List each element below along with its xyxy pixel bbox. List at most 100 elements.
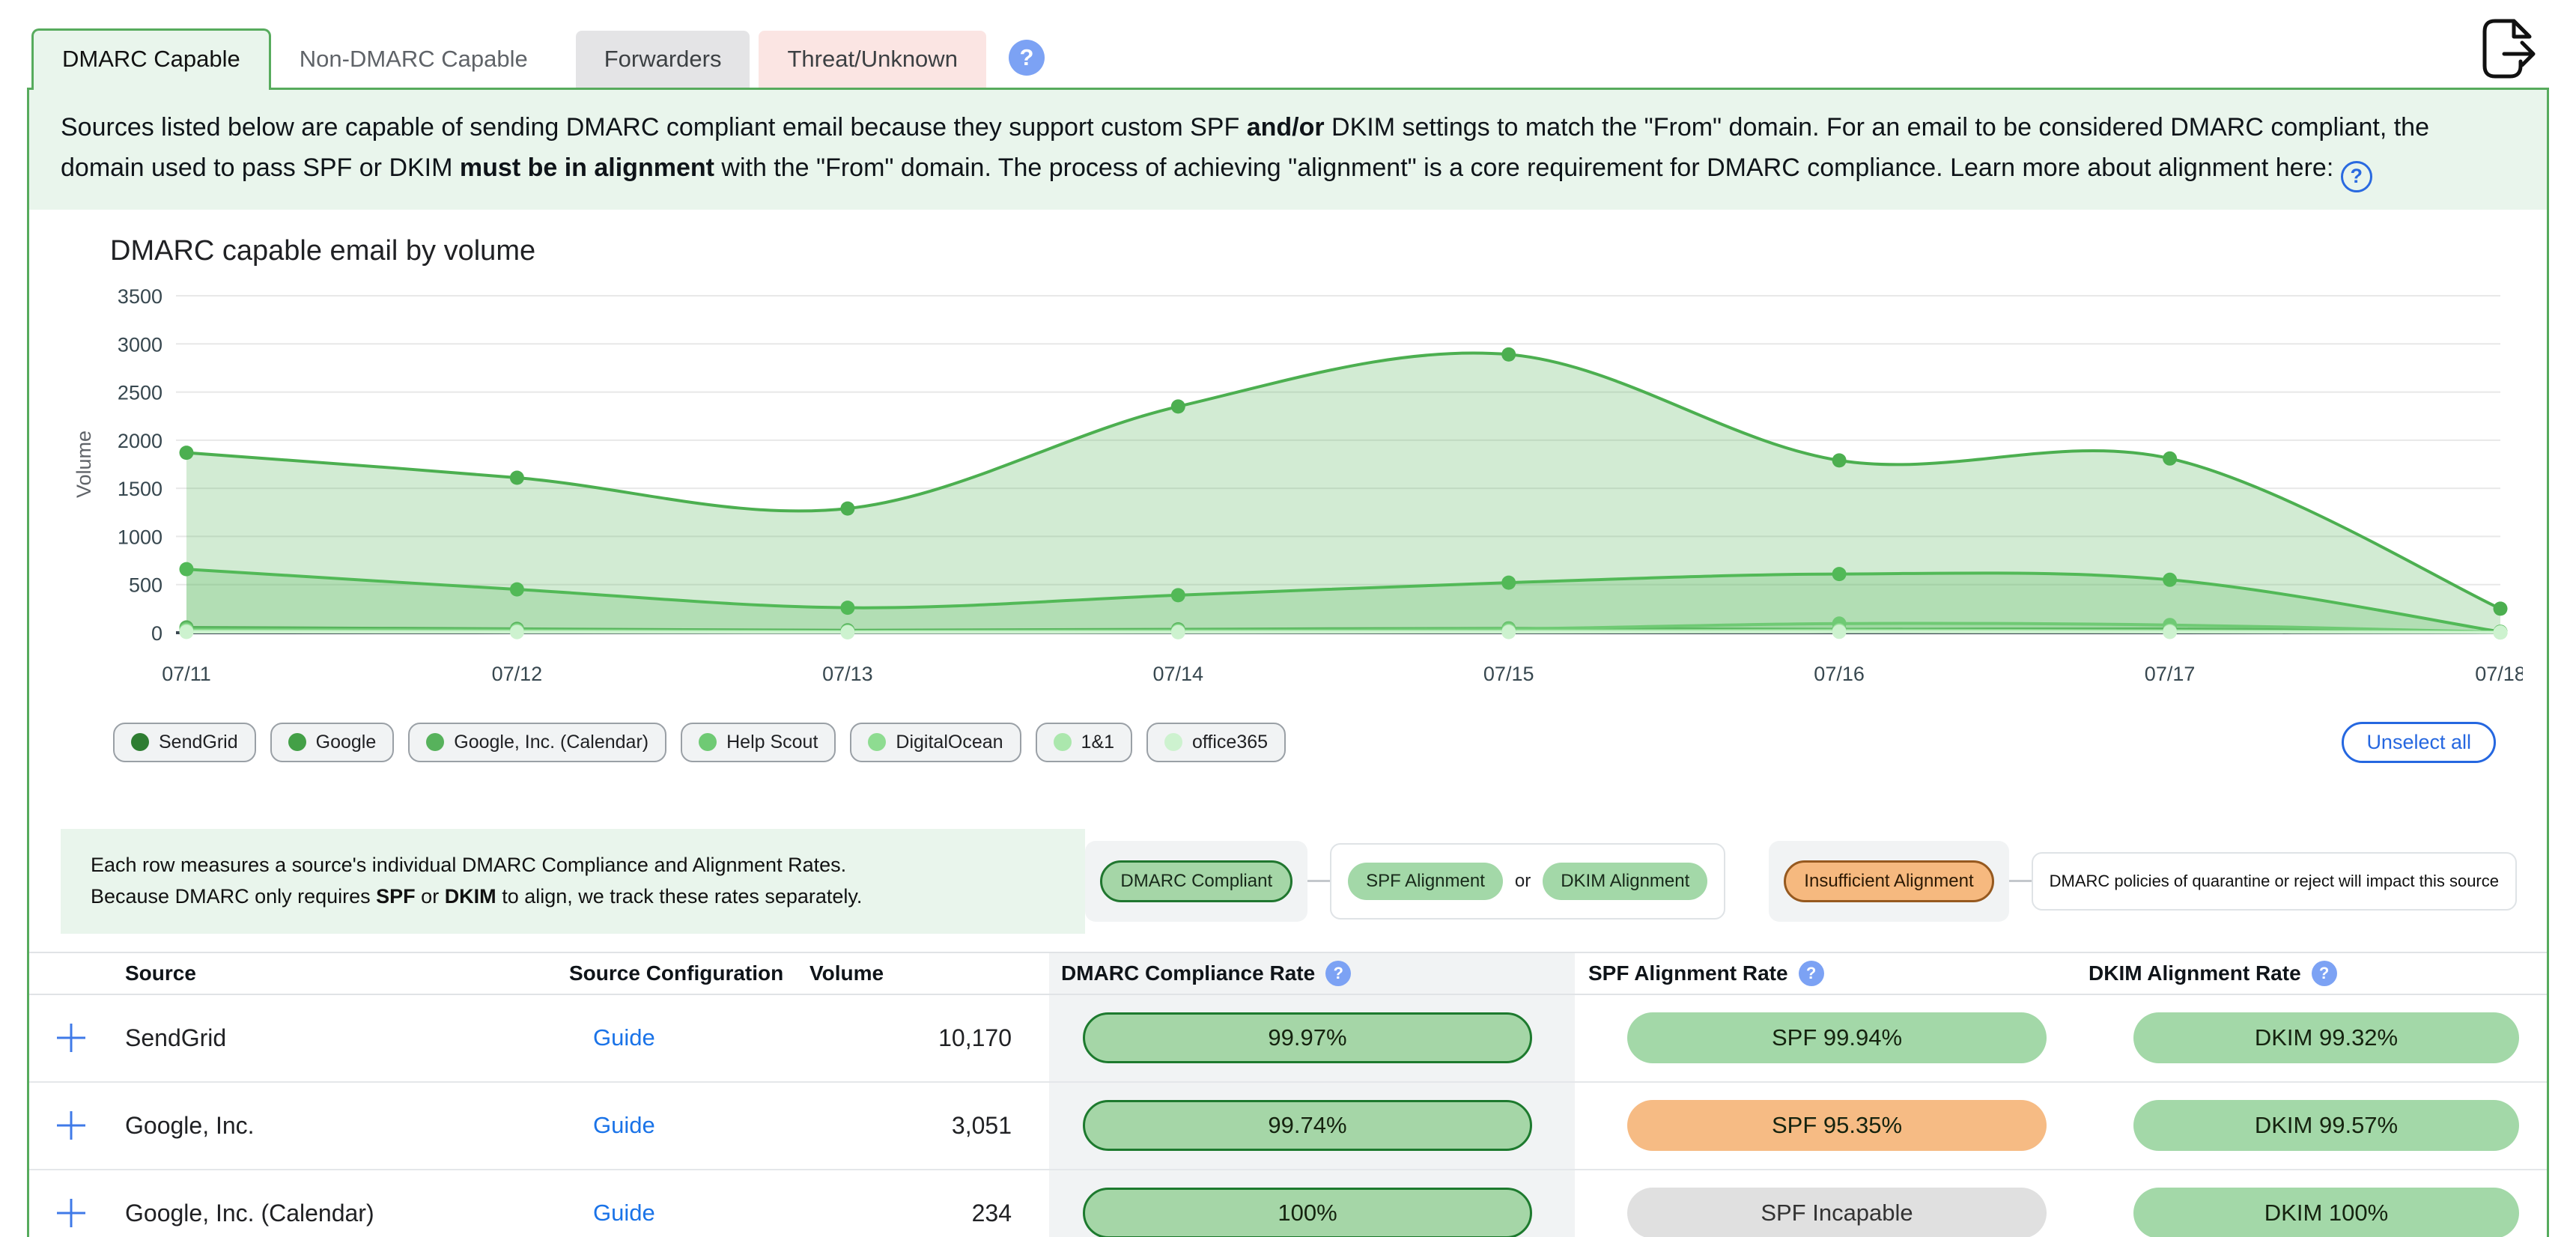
svg-text:2500: 2500 [118, 382, 162, 404]
help-icon[interactable]: ? [1325, 960, 1352, 986]
spf-alignment-cell: SPF 99.94% [1575, 995, 2075, 1081]
export-icon [2479, 19, 2537, 85]
expand-row-button[interactable] [29, 1170, 113, 1237]
dkim-alignment-pill: DKIM Alignment [1543, 862, 1708, 900]
unselect-all-button[interactable]: Unselect all [2342, 721, 2496, 763]
dmarc-compliant-pill: DMARC Compliant [1100, 860, 1293, 902]
tab-dmarc-capable[interactable]: DMARC Capable [31, 28, 271, 90]
header-spf-alignment-rate: SPF Alignment Rate ? [1575, 953, 2075, 994]
tab-bar: DMARC Capable Non-DMARC Capable Forwarde… [0, 0, 2576, 90]
header-expander [29, 953, 113, 994]
expand-row-button[interactable] [29, 1083, 113, 1169]
series-color-dot [131, 733, 149, 752]
tab-threat-unknown[interactable]: Threat/Unknown [759, 31, 986, 88]
svg-text:07/15: 07/15 [1483, 663, 1534, 685]
legend-chip[interactable]: 1&1 [1035, 722, 1133, 762]
legend-chips: SendGrid Google Google, Inc. (Calendar) Hel… [113, 722, 1287, 762]
expand-row-button[interactable] [29, 995, 113, 1081]
series-color-dot [1164, 733, 1183, 752]
svg-text:07/13: 07/13 [822, 663, 873, 685]
legend-chip[interactable]: Help Scout [681, 722, 836, 762]
source-configuration-cell: Guide [559, 995, 798, 1081]
legend-chip[interactable]: DigitalOcean [850, 722, 1021, 762]
dmarc-compliance-pill: 100% [1083, 1188, 1532, 1237]
table-row: SendGrid Guide 10,170 99.97% SPF 99.94% DKIM … [29, 994, 2547, 1083]
dmarc-compliance-pill: 99.97% [1083, 1012, 1532, 1064]
source-name: Google, Inc. (Calendar) [125, 1199, 374, 1227]
legend-chip-label: DigitalOcean [896, 731, 1003, 753]
insufficient-alignment-pill: Insufficient Alignment [1784, 860, 1994, 902]
legend-chip[interactable]: SendGrid [113, 722, 256, 762]
volume-chart-card: DMARC capable email by volume 0 500 1000 15… [29, 210, 2547, 763]
svg-text:2000: 2000 [118, 430, 162, 452]
header-label: DKIM Alignment Rate [2089, 961, 2301, 985]
svg-text:500: 500 [129, 574, 162, 597]
help-icon[interactable]: ? [1008, 40, 1045, 76]
legend-chip[interactable]: office365 [1146, 722, 1287, 762]
help-icon[interactable]: ? [2311, 960, 2337, 986]
note-line-1: Each row measures a source's individual … [91, 853, 847, 876]
legend-chip-label: SendGrid [159, 731, 238, 753]
svg-text:07/14: 07/14 [1153, 663, 1204, 685]
svg-text:07/18: 07/18 [2475, 663, 2523, 685]
table-row: Google, Inc. Guide 3,051 99.74% SPF 95.35% DK… [29, 1082, 2547, 1170]
spf-alignment-cell: SPF 95.35% [1575, 1083, 2075, 1169]
legend-chip-label: 1&1 [1081, 731, 1115, 753]
export-button[interactable] [2479, 16, 2537, 86]
spf-alignment-pill: SPF 95.35% [1627, 1100, 2047, 1152]
source-configuration-cell: Guide [559, 1083, 798, 1169]
header-source-configuration: Source Configuration [569, 961, 784, 985]
plus-icon [57, 1024, 85, 1053]
dkim-alignment-pill: DKIM 99.57% [2133, 1100, 2519, 1152]
legend-chip[interactable]: Google [270, 722, 395, 762]
header-volume: Volume [809, 961, 884, 985]
guide-link[interactable]: Guide [593, 1200, 655, 1227]
legend-chip-label: Google [315, 731, 377, 753]
volume-value: 234 [971, 1199, 1012, 1227]
alignment-help-icon[interactable]: ? [2340, 160, 2372, 192]
svg-text:1000: 1000 [118, 526, 162, 548]
chart-title: DMARC capable email by volume [110, 234, 536, 267]
intro-banner: Sources listed below are capable of send… [29, 90, 2547, 210]
spf-alignment-pill: SPF Incapable [1627, 1188, 2047, 1237]
tab-non-dmarc-capable[interactable]: Non-DMARC Capable [299, 46, 528, 72]
plus-icon [57, 1199, 85, 1228]
header-source: Source [125, 961, 196, 985]
help-icon[interactable]: ? [1798, 960, 1824, 986]
connector-line [2008, 880, 2032, 883]
svg-text:07/17: 07/17 [2145, 663, 2196, 685]
dkim-alignment-cell: DKIM 99.32% [2075, 995, 2547, 1081]
dmarc-compliance-cell: 99.97% [1049, 994, 1575, 1081]
plus-icon [57, 1111, 85, 1140]
svg-text:07/12: 07/12 [492, 663, 543, 685]
tab-forwarders[interactable]: Forwarders [575, 31, 750, 88]
insufficient-badge-box: Insufficient Alignment [1769, 840, 2009, 922]
header-dmarc-compliance-rate: DMARC Compliance Rate ? [1049, 952, 1575, 994]
legend-chip-label: office365 [1192, 731, 1269, 753]
guide-link[interactable]: Guide [593, 1024, 655, 1051]
svg-text:07/16: 07/16 [1814, 663, 1865, 685]
source-configuration-cell: Guide [559, 1170, 798, 1237]
legend-chip[interactable]: Google, Inc. (Calendar) [408, 722, 667, 762]
series-color-dot [426, 733, 445, 752]
table-header-row: Source Source Configuration Volume DMARC… [29, 952, 2547, 995]
table-row: Google, Inc. (Calendar) Guide 234 100% SPF I… [29, 1170, 2547, 1237]
series-color-dot [868, 733, 887, 752]
spf-alignment-cell: SPF Incapable [1575, 1170, 2075, 1237]
volume-value: 10,170 [938, 1024, 1012, 1051]
svg-text:1500: 1500 [118, 478, 162, 500]
guide-link[interactable]: Guide [593, 1112, 655, 1139]
source-name: SendGrid [125, 1024, 227, 1051]
header-label: DMARC Compliance Rate [1061, 961, 1316, 985]
or-label: or [1514, 870, 1531, 891]
svg-text:3000: 3000 [118, 333, 162, 356]
svg-text:07/11: 07/11 [162, 663, 211, 685]
series-color-dot [288, 733, 306, 752]
svg-text:0: 0 [151, 622, 162, 645]
sources-table: Source Source Configuration Volume DMARC… [29, 951, 2547, 1237]
dkim-alignment-pill: DKIM 99.32% [2133, 1012, 2519, 1064]
chart-legend-row: SendGrid Google Google, Inc. (Calendar) Hel… [52, 711, 2532, 763]
note-and-legend-row: Each row measures a source's individual … [61, 828, 2517, 934]
source-name: Google, Inc. [125, 1111, 255, 1139]
header-label: SPF Alignment Rate [1588, 961, 1788, 985]
